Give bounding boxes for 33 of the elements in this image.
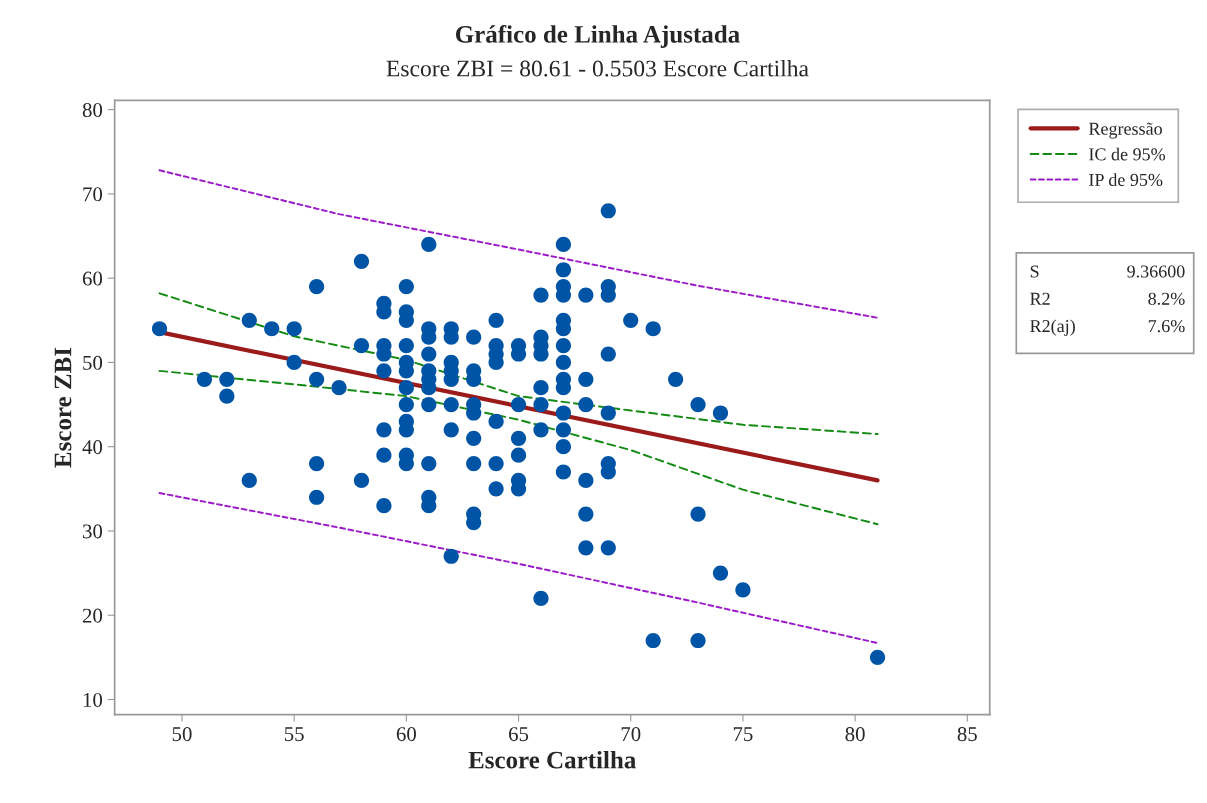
line-series [158,492,879,645]
text: R2 [1030,292,1050,305]
x-tick-label: 55 [284,727,304,742]
text: R2(aj) [1030,319,1075,336]
x-axis-title: Escore Cartilha [468,750,636,769]
legend-label: Regressão [1088,122,1162,139]
line-series [158,369,879,526]
y-tick-label: 50 [83,355,103,370]
chart-title: Gráfico de Linha Ajustada [455,24,740,48]
x-tick-label: 65 [509,727,529,742]
line-series [158,169,879,319]
legend-label: IP de 95% [1089,173,1163,186]
text: 7.6% [1148,319,1185,333]
x-tick-label: 75 [733,727,753,742]
text: 8.2% [1148,292,1185,305]
legend-label: IC de 95% [1089,147,1166,161]
x-tick-label: 85 [957,727,977,742]
x-tick-label: 60 [396,727,416,742]
chart-subtitle: Escore ZBI = 80.61 - 0.5503 Escore Cartilha [386,59,809,77]
x-tick-label: 80 [845,727,865,742]
text: S [1030,265,1039,278]
y-tick-label: 70 [83,187,103,202]
y-tick-label: 80 [82,103,103,118]
y-axis-title: Escore ZBI [54,347,72,468]
text: 9.36600 [1127,265,1185,278]
y-tick-label: 10 [83,692,103,707]
y-tick-label: 20 [82,608,103,623]
y-tick-label: 60 [82,271,103,286]
x-tick-label: 70 [621,727,641,742]
y-tick-label: 30 [83,524,103,539]
line-series [158,292,879,436]
x-tick-label: 50 [172,727,192,742]
y-tick-label: 40 [82,440,103,455]
